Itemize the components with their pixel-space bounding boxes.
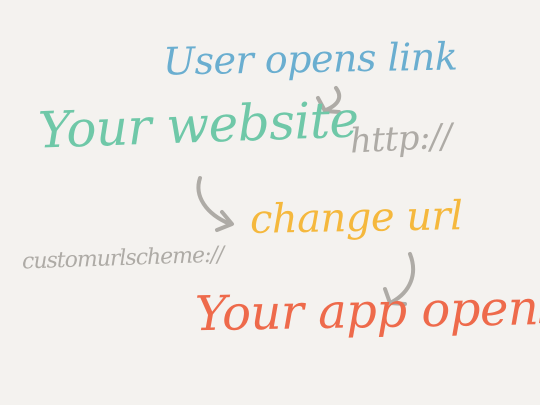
arrow-website-to-change-head [215,210,234,232]
your-app-opens-label: Your app opens [194,279,540,343]
custom-url-scheme-label: customurlscheme:// [21,242,224,275]
your-website-label: Your website [37,90,360,160]
user-opens-link-label: User opens link [162,34,458,84]
change-url-label: change url [249,193,463,243]
http-scheme-label: http:// [349,116,453,162]
arrow-website-to-change [196,176,232,226]
